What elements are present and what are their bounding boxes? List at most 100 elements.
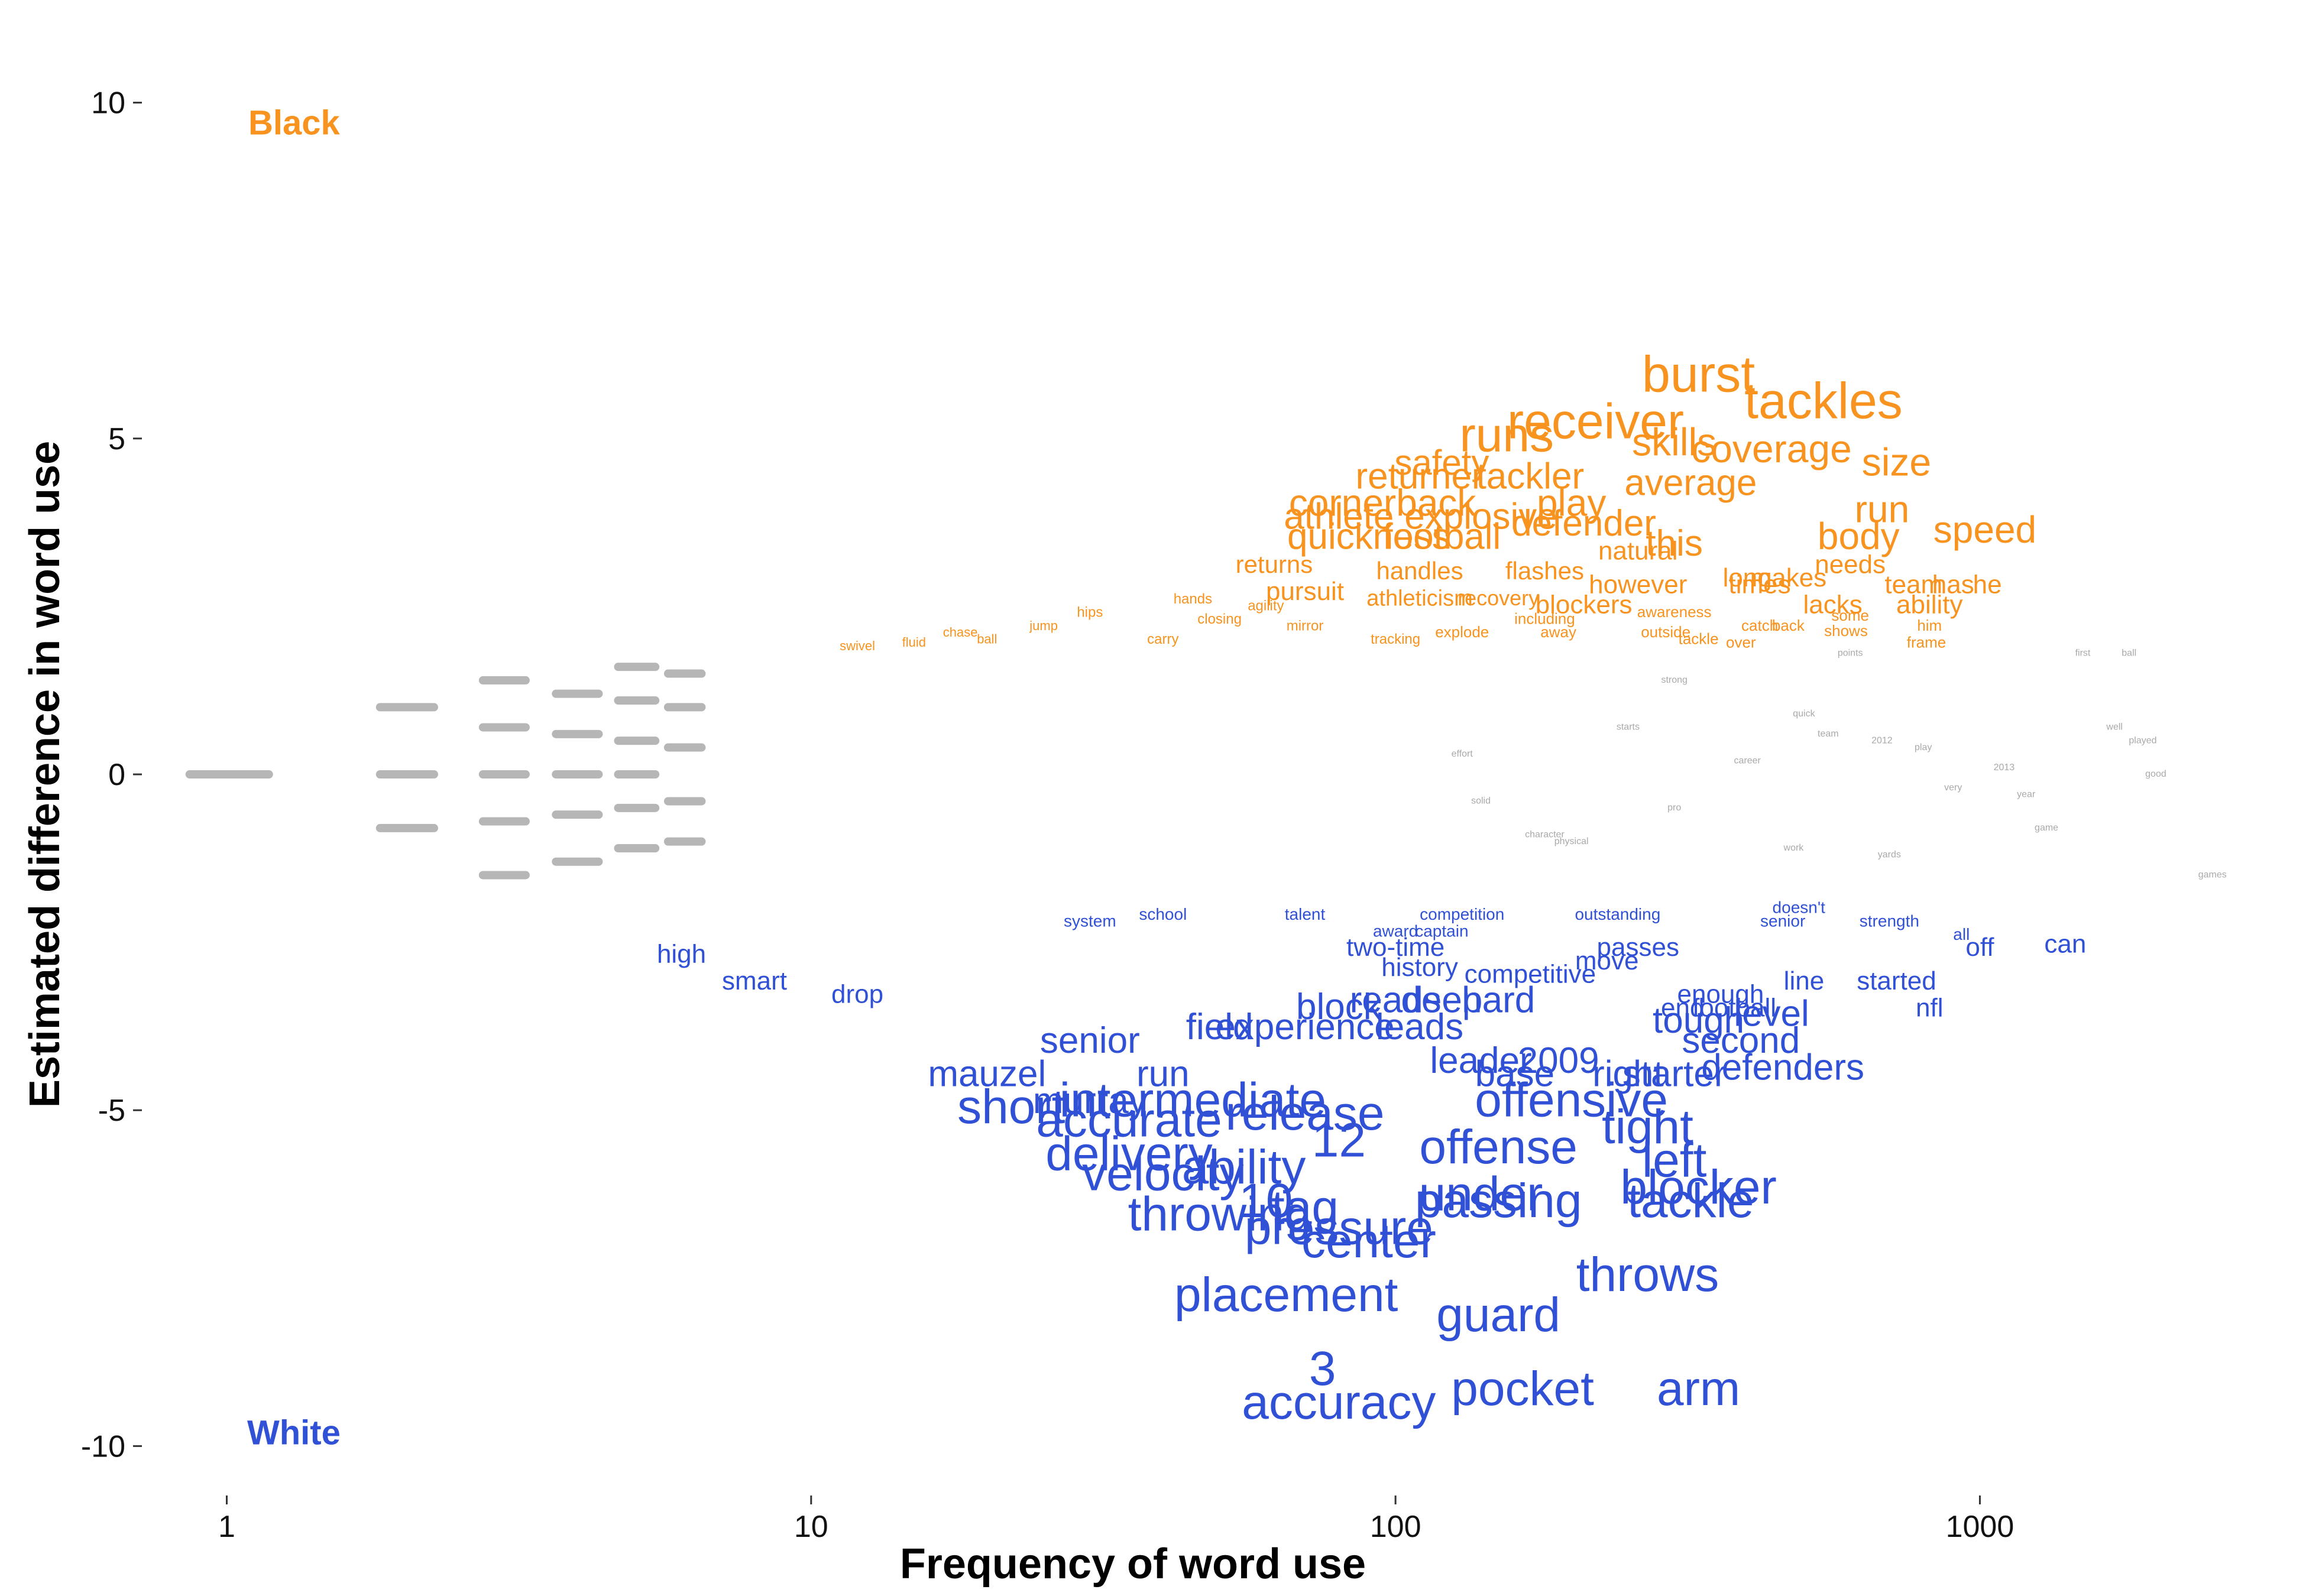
word-label: fluid	[902, 635, 926, 650]
faint-band	[375, 703, 438, 712]
word-label: football	[1382, 517, 1501, 557]
word-label: first	[2075, 648, 2091, 658]
word-label: returns	[1236, 550, 1313, 578]
word-label: offense	[1419, 1120, 1578, 1174]
faint-band	[552, 857, 603, 866]
word-label: over	[1726, 633, 1756, 651]
word-label: left	[1642, 1134, 1707, 1188]
word-label: competitive	[1465, 960, 1596, 989]
word-label: game	[2035, 823, 2058, 833]
word-label: catch	[1741, 617, 1778, 634]
word-label: tracking	[1371, 631, 1420, 647]
word-label: defender	[1511, 503, 1656, 544]
word-label: passing	[1415, 1174, 1582, 1228]
word-label: starter	[1622, 1054, 1727, 1095]
word-label: placement	[1174, 1268, 1398, 1322]
word-label: quickness	[1287, 517, 1450, 557]
word-label: 3	[1309, 1342, 1336, 1396]
faint-band	[552, 689, 603, 698]
word-label: guard	[1436, 1288, 1560, 1342]
word-label: points	[1838, 648, 1863, 658]
word-label: end	[1661, 993, 1704, 1022]
word-label: drop	[831, 980, 883, 1009]
word-label: pressure	[1245, 1201, 1433, 1254]
word-label: arm	[1657, 1362, 1740, 1416]
word-label: 12	[1312, 1114, 1366, 1167]
word-label: long	[1723, 563, 1772, 592]
group-label-white: White	[247, 1414, 341, 1452]
word-label: coverage	[1691, 427, 1852, 471]
word-label: safety	[1394, 443, 1489, 482]
faint-band	[185, 770, 273, 778]
word-label: line	[1784, 966, 1825, 995]
word-label: experience	[1215, 1007, 1394, 1047]
word-label: award	[1373, 922, 1418, 940]
word-label: year	[2017, 789, 2036, 799]
word-label: tackler	[1476, 456, 1585, 497]
word-label: played	[2129, 735, 2156, 745]
word-label: field	[1186, 1007, 1254, 1047]
word-label: passes	[1597, 933, 1679, 962]
word-label: accuracy	[1242, 1376, 1436, 1429]
faint-band	[614, 696, 660, 705]
faint-band	[614, 770, 660, 778]
word-label: run	[1855, 488, 1910, 531]
y-tick-label: 10	[91, 86, 125, 121]
word-label: release	[1226, 1086, 1385, 1140]
word-label: center	[1301, 1214, 1436, 1268]
word-label: delivery	[1045, 1127, 1213, 1180]
word-label: hands	[1174, 591, 1212, 607]
word-label: this	[1646, 523, 1702, 564]
word-label: ball	[2122, 648, 2136, 658]
word-label: needs	[1815, 550, 1886, 579]
word-label: burst	[1642, 346, 1755, 403]
word-label: natural	[1598, 537, 1678, 566]
x-axis-title: Frequency of word use	[900, 1540, 1366, 1588]
word-label: blocker	[1620, 1160, 1776, 1214]
word-label: closing	[1197, 611, 1242, 627]
word-label: tough	[1653, 1000, 1744, 1041]
word-label: talent	[1285, 905, 1326, 923]
word-label: carry	[1147, 631, 1178, 647]
word-label: average	[1624, 463, 1757, 504]
word-label: move	[1575, 946, 1639, 975]
faint-band	[478, 871, 530, 880]
y-tick-label: 5	[108, 422, 125, 456]
word-label: quick	[1793, 709, 1815, 719]
word-label: intermediate	[1060, 1073, 1326, 1127]
word-label: all	[1953, 925, 1970, 943]
word-label: strong	[1661, 675, 1687, 685]
faint-band	[552, 729, 603, 738]
word-label: has	[1932, 570, 1974, 599]
y-tick-label: 0	[108, 758, 125, 792]
word-label: tight	[1602, 1100, 1693, 1154]
word-label: school	[1139, 905, 1187, 923]
group-label-black: Black	[248, 104, 341, 142]
word-label: two-time	[1346, 933, 1445, 962]
word-label: away	[1540, 623, 1576, 641]
word-label: effort	[1452, 749, 1473, 759]
word-label: throwing	[1128, 1188, 1311, 1241]
word-label: run	[1136, 1054, 1190, 1095]
word-label: swivel	[840, 638, 875, 653]
word-label: outstanding	[1575, 905, 1660, 923]
word-label: awareness	[1637, 603, 1712, 621]
word-label: explode	[1435, 623, 1489, 641]
faint-band	[478, 817, 530, 826]
word-label: hips	[1077, 605, 1103, 621]
word-label: pursuit	[1266, 577, 1344, 606]
word-label: frame	[1907, 633, 1946, 651]
word-label: back	[1772, 617, 1805, 634]
faint-band	[552, 770, 603, 778]
word-label: pro	[1667, 803, 1681, 813]
word-label: enough	[1677, 980, 1764, 1009]
word-label: handles	[1376, 557, 1463, 585]
word-label: returner	[1355, 456, 1484, 497]
word-label: flashes	[1505, 557, 1584, 585]
word-label: physical	[1554, 836, 1589, 846]
faint-band	[614, 737, 660, 745]
word-label: 10	[1239, 1174, 1293, 1228]
faint-band	[552, 810, 603, 819]
